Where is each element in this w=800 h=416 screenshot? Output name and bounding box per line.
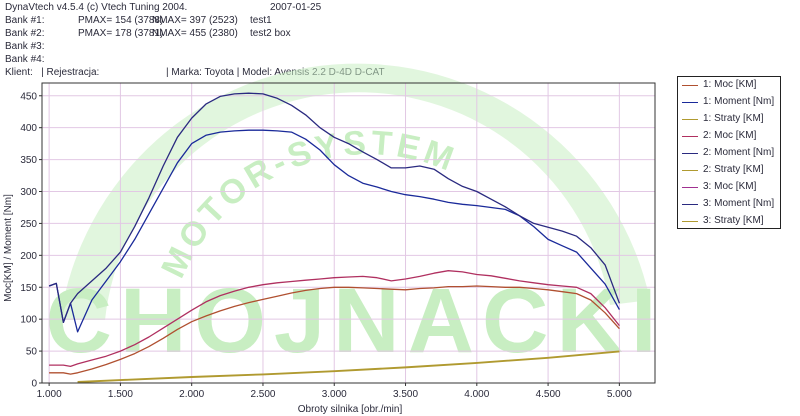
x-tick-label: 4.500: [536, 389, 561, 400]
legend-swatch: [682, 153, 698, 154]
legend-swatch: [682, 136, 698, 137]
y-tick-label: 200: [20, 251, 37, 262]
legend-item: 3: Moment [Nm]: [678, 196, 780, 213]
series-line-1-moc-km: [49, 285, 620, 375]
watermark-arc-text: MOTOR-SYSTEM: [154, 124, 462, 284]
x-tick-label: 3.000: [322, 389, 347, 400]
bank3-label: Bank #3:: [5, 41, 45, 52]
legend: 1: Moc [KM] 1: Moment [Nm] 1: Straty [KM] 2…: [677, 76, 781, 229]
legend-item: 1: Moment [Nm]: [678, 94, 780, 111]
bank1-pmax: PMAX= 154 (3788): [78, 15, 164, 26]
legend-label: 1: Moc [KM]: [703, 79, 757, 90]
legend-item: 3: Straty [KM]: [678, 213, 780, 230]
x-tick-label: 1.000: [37, 389, 62, 400]
series-layer: [48, 92, 621, 384]
x-tick-label: 4.000: [464, 389, 489, 400]
legend-item: 1: Moc [KM]: [678, 77, 780, 94]
legend-item: 1: Straty [KM]: [678, 111, 780, 128]
y-tick-label: 100: [20, 315, 37, 326]
plot-frame: [41, 82, 656, 384]
legend-label: 3: Moment [Nm]: [703, 198, 775, 209]
y-tick-label: 50: [26, 347, 38, 358]
bank1-name: test1: [250, 15, 272, 26]
bank2-name: test2 box: [250, 28, 291, 39]
legend-label: 3: Moc [KM]: [703, 181, 757, 192]
legend-label: 3: Straty [KM]: [703, 215, 764, 226]
series-line-2-straty-km: [77, 351, 620, 384]
legend-swatch: [682, 102, 698, 103]
bank2-pmax: PMAX= 178 (3781): [78, 28, 164, 39]
bank4-label: Bank #4:: [5, 54, 45, 65]
legend-label: 1: Straty [KM]: [703, 113, 764, 124]
x-tick-label: 1.500: [108, 389, 133, 400]
legend-label: 2: Moment [Nm]: [703, 147, 775, 158]
software-version: DynaVtech v4.5.4 (c) Vtech Tuning 2004.: [5, 2, 188, 13]
legend-item: 3: Moc [KM]: [678, 179, 780, 196]
y-tick-label: 350: [20, 155, 37, 166]
series-line-2-moc-km: [49, 270, 620, 368]
legend-swatch: [682, 170, 698, 171]
legend-item: 2: Moc [KM]: [678, 128, 780, 145]
legend-swatch: [682, 221, 698, 222]
x-tick-label: 5.000: [607, 389, 632, 400]
legend-label: 2: Moc [KM]: [703, 130, 757, 141]
legend-swatch: [682, 187, 698, 188]
y-tick-label: 150: [20, 283, 37, 294]
bank1-nmax: NMAX= 397 (2523): [152, 15, 238, 26]
legend-swatch: [682, 119, 698, 120]
x-tick-label: 2.500: [250, 389, 275, 400]
y-tick-label: 400: [20, 123, 37, 134]
legend-item: 2: Moment [Nm]: [678, 145, 780, 162]
legend-label: 1: Moment [Nm]: [703, 96, 775, 107]
y-axis: 0 50 100 150 200 250 300 350 400 450: [20, 91, 42, 390]
watermark-main-text: CHOJNACKI: [46, 270, 665, 372]
x-tick-label: 2.000: [179, 389, 204, 400]
x-axis-label: Obroty silnika [obr./min]: [298, 404, 403, 415]
series-line-2-moment-nm: [48, 92, 621, 324]
y-axis-label: Moc[KM] / Moment [Nm]: [3, 194, 14, 302]
x-axis: 1.000 1.500 2.000 2.500 3.000 3.500 4.000 4.500…: [37, 383, 632, 400]
x-tick-label: 3.500: [393, 389, 418, 400]
legend-label: 2: Straty [KM]: [703, 164, 764, 175]
legend-swatch: [682, 85, 698, 86]
y-tick-label: 250: [20, 219, 37, 230]
report-date: 2007-01-25: [270, 2, 322, 13]
bank2-nmax: NMAX= 455 (2380): [152, 28, 238, 39]
y-tick-label: 450: [20, 91, 37, 102]
bank1-label: Bank #1:: [5, 15, 45, 26]
y-tick-label: 300: [20, 187, 37, 198]
legend-swatch: [682, 204, 698, 205]
y-tick-label: 0: [31, 379, 37, 390]
legend-item: 2: Straty [KM]: [678, 162, 780, 179]
bank2-label: Bank #2:: [5, 28, 45, 39]
